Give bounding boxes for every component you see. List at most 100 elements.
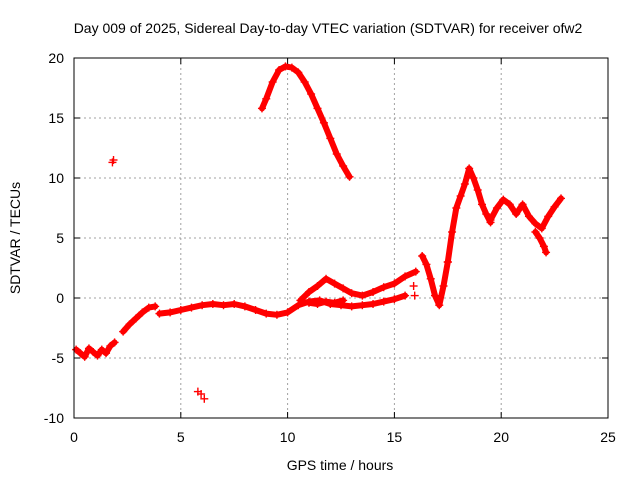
data-point-late-cluster: [518, 200, 527, 209]
data-point-afternoon-upper: [369, 288, 378, 296]
data-point-high-arc: [313, 104, 322, 113]
data-point-daytime-flat: [401, 291, 410, 300]
series-late-cluster: [487, 195, 564, 232]
data-point-daytime-flat: [272, 310, 281, 319]
data-point-high-arc: [262, 94, 271, 103]
data-point-daytime-flat: [240, 302, 249, 311]
data-point-afternoon-upper: [390, 279, 399, 288]
y-tick-label: 10: [48, 170, 64, 186]
data-point-high-arc: [257, 104, 266, 113]
x-tick-label: 20: [493, 429, 509, 445]
grid: [74, 58, 608, 418]
data-point-high-arc: [287, 63, 296, 72]
data-point-morning-rise: [119, 327, 128, 336]
isolated-data-point: [200, 394, 209, 403]
data-point-morning-rise: [125, 320, 134, 329]
data-point-evening-rise: [456, 192, 465, 200]
data-point-evening-rise: [443, 258, 452, 266]
data-point-daytime-flat: [347, 302, 356, 311]
data-point-daytime-flat: [251, 306, 260, 314]
data-point-late-cluster: [492, 204, 501, 212]
data-point-afternoon-lower: [330, 298, 339, 307]
isolated-data-point: [410, 291, 419, 300]
data-point-afternoon-upper: [411, 267, 420, 276]
data-point-high-arc: [275, 66, 284, 74]
data-point-evening-rise: [465, 164, 474, 173]
data-point-daytime-flat: [155, 309, 164, 318]
data-point-daytime-flat: [326, 300, 335, 308]
data-point-late-drop: [531, 228, 540, 236]
data-point-afternoon-upper: [339, 284, 348, 293]
y-tick-label: -5: [52, 350, 65, 366]
data-point-late-cluster: [512, 210, 521, 218]
data-point-daytime-flat: [262, 309, 271, 318]
x-axis-label: GPS time / hours: [287, 457, 394, 473]
data-point-afternoon-upper: [322, 274, 331, 283]
data-point-late-drop: [542, 248, 551, 257]
data-point-evening-rise: [477, 200, 486, 209]
data-point-evening-rise: [469, 174, 478, 182]
x-tick-label: 0: [70, 429, 78, 445]
data-point-daytime-flat: [390, 295, 399, 304]
x-tick-label: 10: [280, 429, 296, 445]
data-point-afternoon-lower: [313, 300, 322, 308]
data-point-early-cluster: [84, 344, 93, 353]
chart-title: Day 009 of 2025, Sidereal Day-to-day VTE…: [74, 20, 583, 36]
x-tick-label: 15: [387, 429, 403, 445]
data-point-evening-rise: [460, 180, 469, 188]
data-point-high-arc: [332, 150, 341, 158]
data-point-afternoon-lower: [339, 296, 348, 305]
data-point-morning-rise: [131, 314, 140, 323]
data-point-high-arc: [319, 118, 328, 127]
y-tick-label: 5: [56, 230, 64, 246]
data-point-late-drop: [539, 242, 548, 251]
data-point-daytime-flat: [219, 301, 228, 310]
data-point-high-arc: [300, 78, 309, 86]
isolated-data-point: [197, 390, 206, 398]
x-tick-label: 5: [177, 429, 185, 445]
data-point-evening-dip: [418, 252, 427, 260]
data-point-high-arc: [326, 134, 335, 143]
data-point-evening-dip: [430, 291, 439, 300]
data-point-daytime-flat: [294, 301, 303, 310]
data-point-late-cluster: [550, 202, 559, 211]
data-point-early-cluster: [72, 345, 81, 354]
data-point-evening-rise: [452, 204, 461, 212]
data-point-early-cluster: [93, 351, 102, 360]
data-point-daytime-flat: [283, 308, 292, 317]
data-point-morning-rise: [151, 302, 160, 311]
data-point-daytime-flat: [187, 303, 196, 312]
data-point-evening-dip: [435, 301, 444, 310]
axis-tick-labels: 0 5 10 15 20 25 -10 -5 0 5 10 15 20: [44, 50, 616, 445]
data-point-late-cluster: [544, 212, 553, 221]
data-point-late-cluster: [505, 200, 514, 209]
data-point-early-cluster: [76, 349, 85, 358]
x-tick-label: 25: [600, 429, 616, 445]
isolated-data-point: [109, 156, 118, 164]
data-point-morning-rise: [144, 303, 153, 312]
data-point-evening-rise: [482, 210, 491, 218]
data-point-high-arc: [307, 90, 316, 98]
data-point-afternoon-upper: [379, 283, 388, 292]
data-point-daytime-flat: [166, 308, 175, 317]
data-point-afternoon-upper: [313, 282, 322, 290]
data-point-afternoon-lower: [322, 297, 331, 306]
data-point-late-cluster: [499, 195, 508, 204]
series-early-cluster: [73, 339, 118, 360]
data-point-afternoon-upper: [347, 289, 356, 298]
data-point-high-arc: [339, 162, 348, 170]
data-point-afternoon-upper: [401, 272, 410, 281]
y-tick-label: 0: [56, 290, 64, 306]
data-point-evening-dip: [426, 274, 435, 283]
isolated-data-point: [409, 282, 418, 290]
data-point-daytime-flat: [379, 297, 388, 306]
data-point-early-cluster: [102, 349, 111, 358]
y-axis-label: SDTVAR / TECUs: [7, 182, 23, 294]
data-point-late-cluster: [524, 212, 533, 221]
data-point-early-cluster: [97, 345, 106, 354]
data-point-afternoon-upper: [330, 279, 339, 288]
data-point-daytime-flat: [208, 300, 217, 308]
data-point-evening-dip: [422, 260, 431, 269]
